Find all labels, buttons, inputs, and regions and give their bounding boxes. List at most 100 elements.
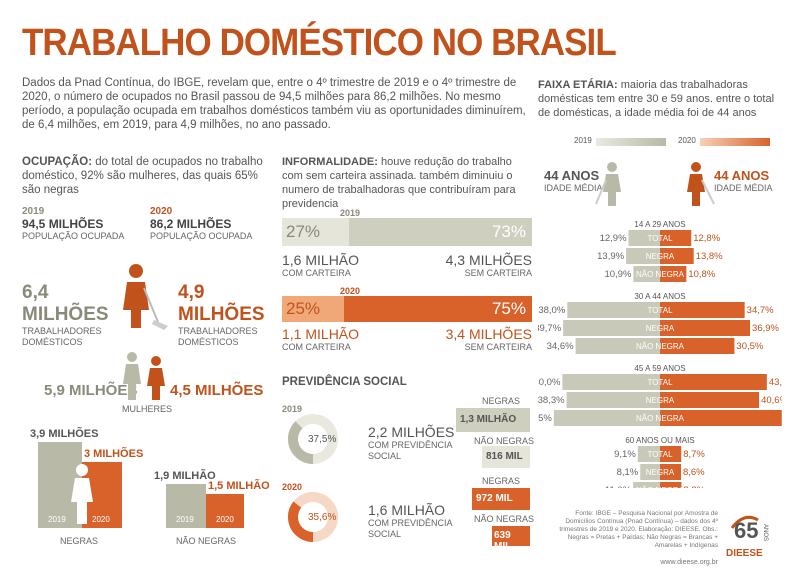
previdencia-2020-caption: COM PREVIDÊNCIA SOCIAL — [368, 518, 453, 539]
category-label: NÃO NEGRA — [636, 486, 685, 488]
category-label: NEGRA — [646, 252, 675, 261]
year-2019: 2019 — [22, 206, 45, 217]
informalidade-2020-sem-pct: 75% — [491, 299, 526, 318]
prev-negras-label-2019: NEGRAS — [482, 396, 521, 406]
idade-2020-caption: IDADE MÉDIA — [714, 183, 773, 193]
informalidade-2019-sem-caption: SEM CARTEIRA — [464, 268, 532, 278]
footer-url: www.dieese.org.br — [660, 559, 718, 566]
bar-2019 — [575, 338, 660, 354]
previdencia-2019-value: 2,2 MILHÕES — [368, 424, 455, 440]
prev-naonegras-2019: 816 MIL — [482, 446, 530, 468]
bar-2020 — [660, 248, 694, 264]
previdencia-2019-year: 2019 — [282, 404, 303, 414]
informalidade-text: INFORMALIDADE: houve redução do trabalho… — [282, 155, 532, 211]
previdencia-2019-pct: 37,5% — [308, 434, 337, 445]
domesticos-2019-caption: TRABALHADORES DOMÉSTICOS — [22, 326, 102, 347]
bar-2020 — [660, 230, 692, 246]
informalidade-2020-sem-caption: SEM CARTEIRA — [464, 342, 532, 352]
category-label: NÃO NEGRA — [636, 270, 685, 279]
naonegras-2020-value: 1,5 MILHÃO — [208, 480, 270, 492]
previdencia-heading: PREVIDÊNCIA SOCIAL — [282, 376, 407, 388]
domesticos-2019: 6,4 MILHÕES TRABALHADORES DOMÉSTICOS — [22, 282, 122, 348]
mulheres-caption: MULHERES — [122, 404, 173, 414]
prev-negras-2019: 1,3 MILHÃO — [456, 408, 530, 432]
prev-negras-2020: 972 MIL — [472, 488, 530, 510]
age-group-title: 45 A 59 ANOS — [634, 364, 685, 373]
informalidade-2019-com-caption: COM CARTEIRA — [282, 268, 351, 278]
idade-2020: 44 ANOS IDADE MÉDIA — [714, 168, 773, 194]
value-2020-label: 36,9% — [752, 323, 779, 334]
negras-2019-year: 2019 — [48, 515, 66, 524]
faixa-body: maioria das trabalhadoras domésticas tem… — [538, 79, 775, 119]
value-2020-label: 43,8% — [769, 377, 782, 388]
informalidade-2019-com-value: 1,6 MILHÃO — [282, 252, 360, 268]
informalidade-body: houve redução do trabalho com sem cartei… — [282, 156, 516, 210]
informalidade-heading: INFORMALIDADE: — [282, 156, 378, 168]
dieese-logo: 65 ANOS DIEESE — [724, 508, 780, 564]
bar-2020 — [660, 374, 767, 390]
logo-sub: ANOS — [762, 524, 768, 542]
prev-naonegras-label-2020: NÃO NEGRAS — [474, 514, 535, 524]
prev-naonegras-2020: 639 MIL — [492, 526, 530, 552]
naonegras-2019-value: 1,9 MILHÃO — [154, 470, 216, 482]
naonegras-label: NÃO NEGRAS — [176, 536, 237, 546]
legend-2019-swatch — [596, 138, 666, 146]
bar-2019 — [640, 464, 660, 480]
domesticos-2019-value: 6,4 MILHÕES — [22, 282, 109, 325]
domesticos-2020-caption: TRABALHADORES DOMÉSTICOS — [178, 326, 258, 347]
value-2020-label: 8,7% — [683, 449, 705, 460]
naonegras-2020-year: 2020 — [216, 515, 234, 524]
previdencia-2020-info: 1,6 MILHÃO COM PREVIDÊNCIA SOCIAL — [368, 502, 458, 540]
legend-2019-label: 2019 — [574, 136, 592, 145]
woman-silhouette-icon — [71, 464, 93, 524]
bar-2019 — [633, 482, 660, 488]
ocupados-2020-caption: POPULAÇÃO OCUPADA — [150, 231, 253, 241]
informalidade-2020-sem-value: 3,4 MILHÕES — [445, 326, 532, 342]
idade-2019: 44 ANOS IDADE MÉDIA — [544, 168, 603, 194]
value-2019-label: 9,1% — [614, 449, 636, 460]
age-group-title: 14 A 29 ANOS — [634, 220, 685, 229]
bar-2020 — [660, 446, 682, 462]
bar-2019 — [567, 302, 660, 318]
value-2019-label: 11,0% — [605, 485, 632, 488]
naonegras-2019-year: 2019 — [176, 515, 194, 524]
value-2019-label: 38,0% — [538, 305, 565, 316]
faixa-heading: FAIXA ETÁRIA: — [538, 79, 618, 91]
category-label: NEGRA — [646, 396, 675, 405]
ocupados-2020-value: 86,2 MILHÕES — [150, 217, 232, 231]
logo-number: 65 — [734, 518, 759, 543]
value-2020-label: 12,8% — [693, 233, 720, 244]
informalidade-2019-year: 2019 — [340, 208, 361, 218]
ocupacao-text: OCUPAÇÃO: do total de ocupados no trabal… — [22, 155, 272, 197]
naonegras-2020-bar — [206, 494, 244, 528]
domesticos-2020-value: 4,9 MILHÕES — [178, 282, 265, 325]
idade-2019-caption: IDADE MÉDIA — [544, 183, 603, 193]
informalidade-2020-bar: 25% 75% — [282, 296, 532, 322]
women-icon — [123, 352, 165, 400]
legend-2020-swatch — [700, 138, 770, 146]
value-2020-label: 40,6% — [761, 395, 782, 406]
ocupados-2019-value: 94,5 MILHÕES — [22, 217, 104, 231]
informalidade-2020-com-value: 1,1 MILHÃO — [282, 326, 360, 342]
ocupacao-body: do total de ocupados no trabalho domésti… — [22, 156, 263, 196]
informalidade-2019-bar: 27% 73% — [282, 218, 532, 246]
informalidade-2019-sem-pct: 73% — [491, 222, 526, 241]
negras-2020-value: 3 MILHÕES — [84, 448, 144, 460]
value-2019-label: 12,9% — [600, 233, 627, 244]
bar-2020 — [660, 392, 760, 408]
negras-2019-value: 3,9 MILHÕES — [30, 428, 99, 440]
ocupados-2020: 2020 86,2 MILHÕES POPULAÇÃO OCUPADA — [150, 206, 252, 242]
informalidade-2020-com-caption: COM CARTEIRA — [282, 342, 351, 352]
previdencia-2020-value: 1,6 MILHÃO — [368, 502, 446, 518]
value-2019-label: 38,3% — [538, 395, 565, 406]
faixa-text: FAIXA ETÁRIA: maioria das trabalhadoras … — [538, 78, 782, 120]
ocupados-2019-caption: POPULAÇÃO OCUPADA — [22, 231, 125, 241]
category-label: NEGRA — [646, 468, 675, 477]
value-2019-label: 39,7% — [538, 323, 562, 334]
value-2020-label: 13,8% — [696, 251, 723, 262]
bar-2019 — [562, 374, 660, 390]
previdencia-2019-donut — [288, 414, 338, 464]
age-group-title: 60 ANOS OU MAIS — [625, 436, 694, 445]
value-2019-label: 34,6% — [547, 341, 574, 352]
domestic-worker-icon — [123, 264, 168, 330]
